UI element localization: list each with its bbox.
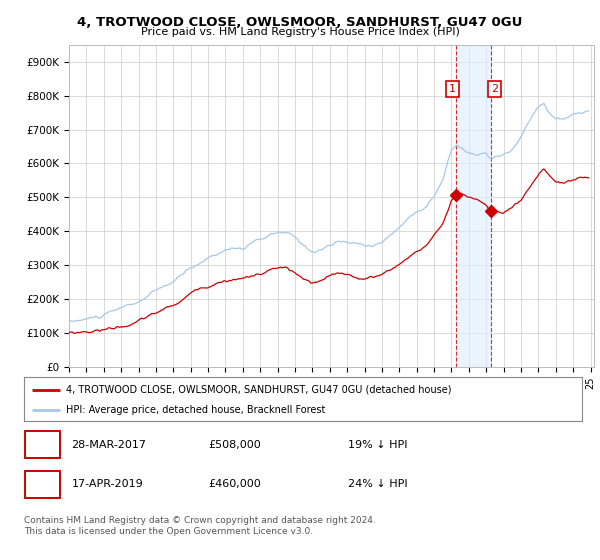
- Text: 4, TROTWOOD CLOSE, OWLSMOOR, SANDHURST, GU47 0GU: 4, TROTWOOD CLOSE, OWLSMOOR, SANDHURST, …: [77, 16, 523, 29]
- Text: 28-MAR-2017: 28-MAR-2017: [71, 440, 146, 450]
- Text: 4, TROTWOOD CLOSE, OWLSMOOR, SANDHURST, GU47 0GU (detached house): 4, TROTWOOD CLOSE, OWLSMOOR, SANDHURST, …: [66, 385, 451, 395]
- Text: 17-APR-2019: 17-APR-2019: [71, 479, 143, 489]
- Text: £508,000: £508,000: [208, 440, 261, 450]
- Text: 19% ↓ HPI: 19% ↓ HPI: [347, 440, 407, 450]
- Text: £460,000: £460,000: [208, 479, 261, 489]
- Text: 2: 2: [491, 84, 498, 94]
- Text: 1: 1: [39, 440, 46, 450]
- Text: Price paid vs. HM Land Registry's House Price Index (HPI): Price paid vs. HM Land Registry's House …: [140, 27, 460, 37]
- Text: 2: 2: [39, 479, 46, 489]
- FancyBboxPatch shape: [25, 470, 60, 498]
- FancyBboxPatch shape: [25, 431, 60, 459]
- Text: HPI: Average price, detached house, Bracknell Forest: HPI: Average price, detached house, Brac…: [66, 405, 325, 415]
- Text: 1: 1: [449, 84, 456, 94]
- Text: Contains HM Land Registry data © Crown copyright and database right 2024.
This d: Contains HM Land Registry data © Crown c…: [24, 516, 376, 536]
- Bar: [455, 45, 491, 367]
- Text: 24% ↓ HPI: 24% ↓ HPI: [347, 479, 407, 489]
